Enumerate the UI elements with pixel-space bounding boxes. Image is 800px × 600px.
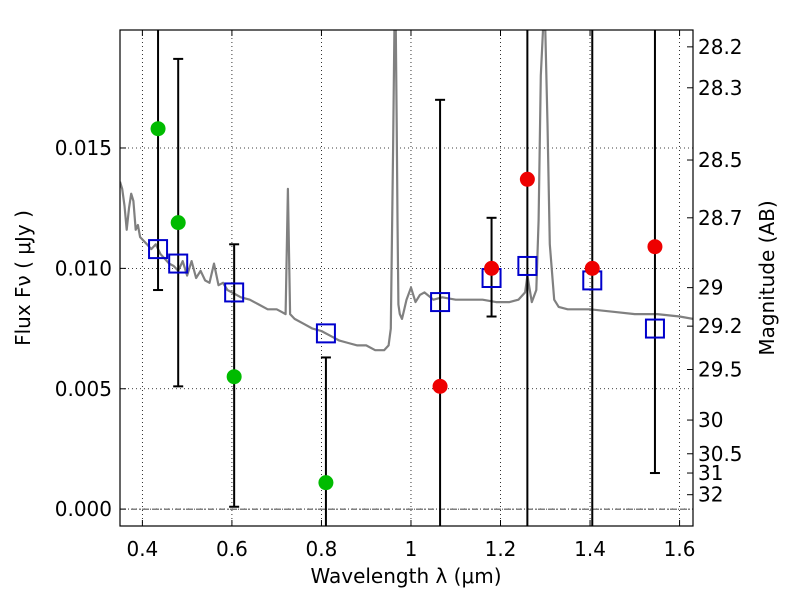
- y2-tick-label: 28.5: [698, 148, 743, 172]
- model-square-marker: [168, 253, 189, 274]
- y-tick-label: 0.000: [55, 497, 112, 521]
- model-spectrum-line: [120, 30, 693, 352]
- green-data-point: [226, 369, 242, 385]
- red-data-point: [484, 260, 500, 276]
- y2-tick-label: 28.7: [698, 206, 743, 230]
- x-tick-labels: 0.4 0.6 0.8 1 1.2 1.4 1.6: [126, 537, 695, 561]
- y2-tick-label: 28.2: [698, 35, 743, 59]
- model-square-marker: [430, 292, 451, 313]
- red-data-point: [432, 378, 448, 394]
- plot-frame: [119, 29, 694, 527]
- x-tick-label: 0.4: [126, 537, 158, 561]
- green-data-point: [318, 475, 334, 491]
- red-data-point: [647, 239, 663, 255]
- y2-tick-label: 29.2: [698, 314, 743, 338]
- model-square-marker: [315, 323, 336, 344]
- y-tick-label: 0.005: [55, 377, 112, 401]
- x-axis-title: Wavelength λ (μm): [310, 564, 501, 588]
- x-tick-label: 1: [405, 537, 418, 561]
- red-data-point: [519, 171, 535, 187]
- y-tick-labels: 0.000 0.005 0.010 0.015: [55, 136, 112, 521]
- y2-tick-label: 30: [698, 408, 723, 432]
- model-square-marker: [517, 255, 538, 276]
- plot-background: [120, 30, 693, 526]
- axis-ticks: [120, 30, 693, 526]
- model-square-marker: [644, 318, 665, 339]
- model-square-marker: [148, 239, 169, 260]
- y2-tick-label: 30.5: [698, 442, 743, 466]
- y2-tick-label: 32: [698, 483, 723, 507]
- y-axis-title: Flux Fν ( μJy ): [11, 210, 35, 346]
- red-data-point: [584, 260, 600, 276]
- y2-axis-title: Magnitude (AB): [755, 200, 779, 355]
- x-tick-label: 0.8: [306, 537, 338, 561]
- x-tick-label: 1.2: [485, 537, 517, 561]
- y2-tick-label: 29.5: [698, 357, 743, 381]
- y-tick-label: 0.010: [55, 256, 112, 280]
- model-square-marker: [224, 282, 245, 303]
- x-tick-label: 1.4: [574, 537, 606, 561]
- y2-tick-label: 28.3: [698, 76, 743, 100]
- marker-layer: [148, 121, 665, 491]
- y-tick-label: 0.015: [55, 136, 112, 160]
- green-data-point: [170, 215, 186, 231]
- x-tick-label: 1.6: [664, 537, 696, 561]
- y2-tick-label: 29: [698, 276, 723, 300]
- spectrum-layer: [120, 30, 693, 352]
- y2-tick-label: 31: [698, 461, 723, 485]
- green-data-point: [150, 121, 166, 137]
- x-tick-label: 0.6: [216, 537, 248, 561]
